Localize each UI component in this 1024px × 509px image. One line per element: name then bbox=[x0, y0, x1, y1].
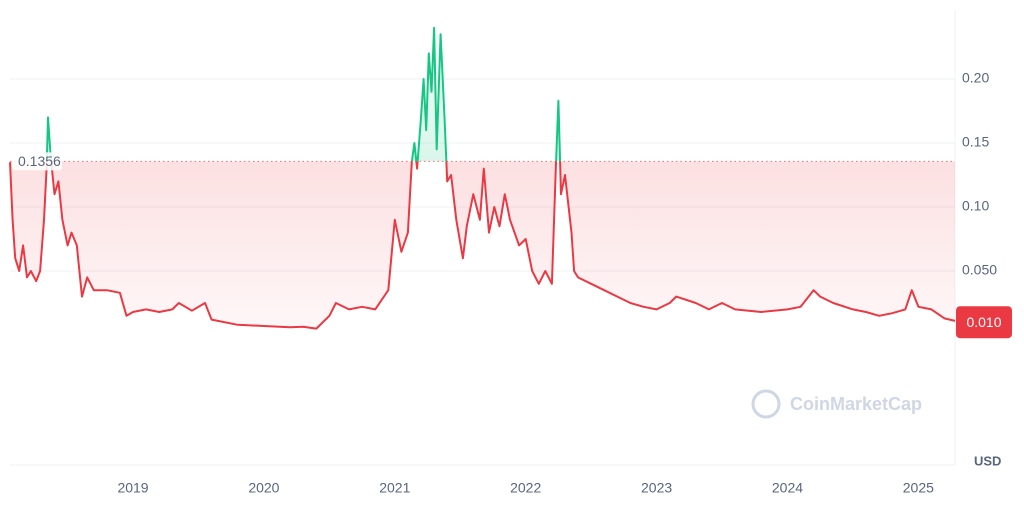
y-tick-label: 0.10 bbox=[962, 198, 989, 214]
watermark: CoinMarketCap bbox=[751, 389, 922, 419]
price-line-down bbox=[9, 161, 956, 330]
unit-label: USD bbox=[974, 453, 1001, 468]
x-tick-label: 2022 bbox=[510, 480, 541, 496]
area-down bbox=[10, 161, 955, 329]
x-tick-label: 2019 bbox=[117, 480, 148, 496]
watermark-text: CoinMarketCap bbox=[790, 394, 922, 414]
y-tick-label: 0.15 bbox=[962, 134, 989, 150]
price-line-up bbox=[45, 26, 562, 162]
y-tick-label: 0.20 bbox=[962, 70, 989, 86]
baseline-label-bg bbox=[12, 152, 62, 171]
x-tick-label: 2021 bbox=[379, 480, 410, 496]
current-price-label: 0.010 bbox=[966, 314, 1001, 330]
baseline-label: 0.1356 bbox=[18, 153, 61, 169]
x-tick-label: 2024 bbox=[772, 480, 803, 496]
x-tick-label: 2020 bbox=[248, 480, 279, 496]
x-tick-label: 2025 bbox=[903, 480, 934, 496]
current-price-box bbox=[956, 306, 1012, 339]
y-tick-label: 0.050 bbox=[962, 262, 997, 278]
x-tick-label: 2023 bbox=[641, 480, 672, 496]
